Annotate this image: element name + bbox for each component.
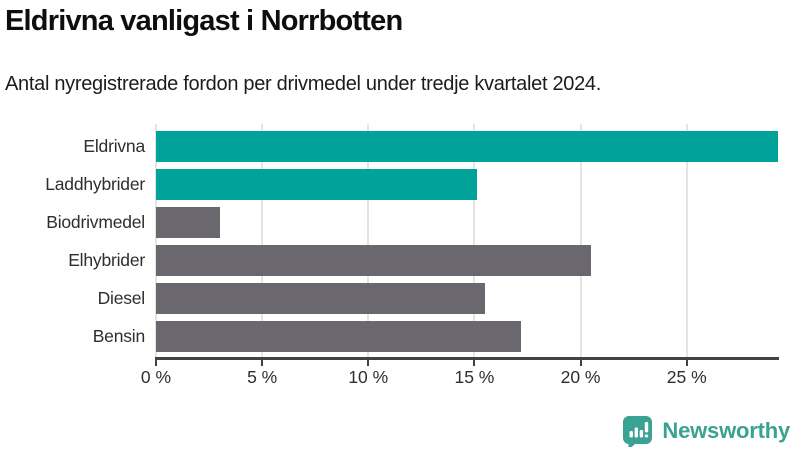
x-tick-5 — [261, 357, 264, 366]
x-tick-label-15: 15 % — [454, 367, 495, 387]
x-tick-label-5: 5 % — [247, 367, 278, 387]
x-tick-label-25: 25 % — [666, 367, 707, 387]
x-tick-20 — [579, 357, 582, 366]
x-tick-label-0: 0 % — [140, 367, 172, 387]
gridline-5-percent — [261, 124, 264, 357]
newsworthy-logo-icon — [623, 416, 653, 447]
gridline-10-percent — [367, 124, 370, 357]
x-tick-label-10: 10 % — [348, 367, 389, 387]
bar-biodrivmedel — [156, 207, 220, 239]
x-tick-0 — [155, 357, 157, 366]
category-label-laddhybrider: Laddhybrider — [45, 174, 145, 195]
x-tick-15 — [473, 357, 476, 366]
gridline-20-percent — [579, 124, 582, 357]
chart-title: Eldrivna vanligast i Norrbotten — [5, 5, 403, 37]
category-label-elhybrider: Elhybrider — [68, 250, 145, 271]
chart-subtitle: Antal nyregistrerade fordon per drivmede… — [5, 73, 602, 95]
gridline-0-percent — [155, 124, 157, 357]
category-label-biodrivmedel: Biodrivmedel — [46, 212, 145, 233]
bar-elhybrider — [156, 245, 592, 277]
bar-laddhybrider — [156, 169, 477, 201]
x-tick-label-20: 20 % — [560, 367, 601, 387]
y-axis-category-labels: Eldrivna Laddhybrider Biodrivmedel Elhybrid… — [0, 124, 145, 357]
x-tick-10 — [367, 357, 370, 366]
x-axis-line — [155, 357, 779, 360]
brand-name: Newsworthy — [662, 418, 790, 443]
plot-area — [155, 124, 778, 357]
category-label-diesel: Diesel — [97, 288, 146, 309]
gridline-15-percent — [473, 124, 476, 357]
bar-bensin — [156, 321, 522, 353]
gridline-25-percent — [685, 124, 688, 357]
bar-eldrivna — [156, 131, 778, 162]
bar-diesel — [156, 283, 486, 315]
brand-logo: Newsworthy — [622, 415, 790, 447]
category-label-bensin: Bensin — [92, 326, 146, 347]
x-tick-25 — [685, 357, 688, 366]
category-label-eldrivna: Eldrivna — [83, 136, 145, 156]
